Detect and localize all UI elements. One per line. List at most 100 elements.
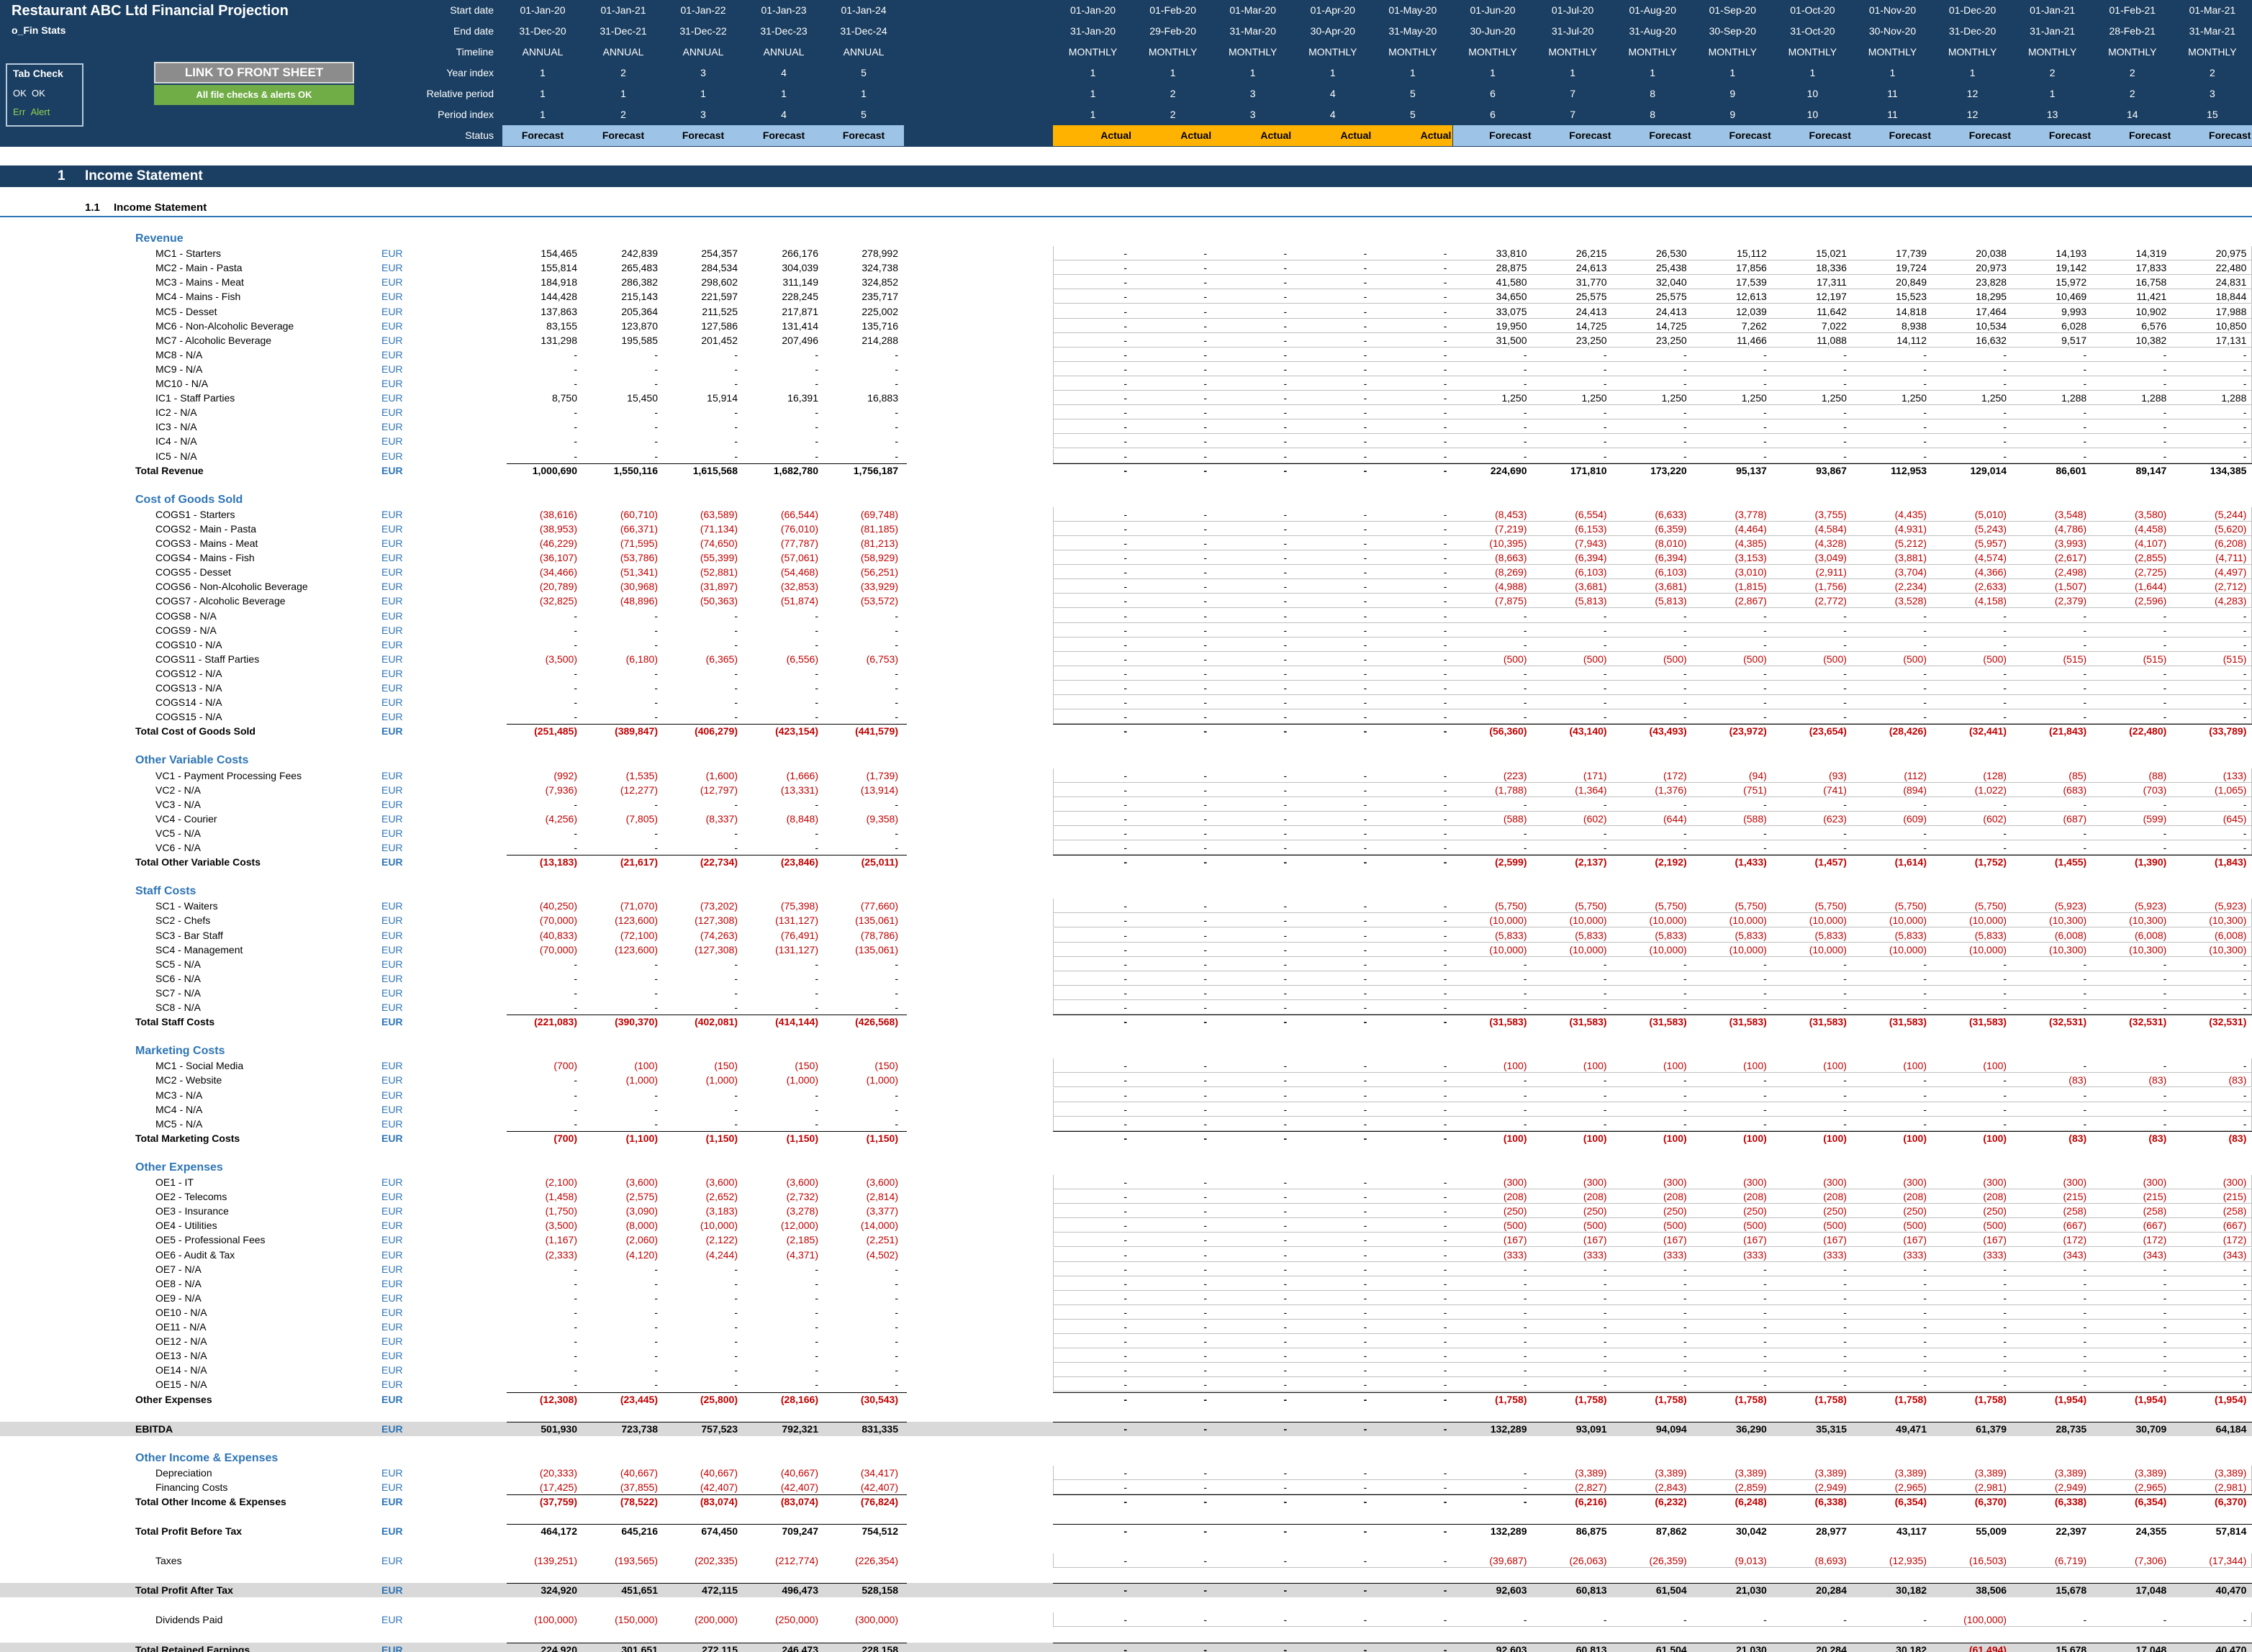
- monthly-value[interactable]: 36,290: [1735, 1422, 1767, 1435]
- monthly-value[interactable]: (5,750): [1894, 900, 1927, 912]
- annual-value[interactable]: (55,399): [700, 552, 738, 564]
- monthly-value[interactable]: -: [2243, 1364, 2247, 1376]
- annual-value[interactable]: -: [734, 638, 738, 650]
- monthly-value[interactable]: 171,810: [1570, 464, 1607, 476]
- monthly-value[interactable]: (1,433): [1735, 856, 1767, 868]
- annual-value[interactable]: -: [815, 450, 818, 462]
- monthly-value[interactable]: (10,000): [1889, 943, 1927, 956]
- monthly-value[interactable]: 10,850: [2215, 319, 2247, 332]
- annual-value[interactable]: (72,100): [620, 929, 658, 941]
- monthly-value[interactable]: -: [1363, 711, 1367, 723]
- monthly-value[interactable]: -: [2083, 696, 2087, 709]
- monthly-value[interactable]: -: [1283, 1614, 1288, 1626]
- monthly-value[interactable]: 18,844: [2215, 291, 2247, 303]
- monthly-value[interactable]: 17,539: [1735, 276, 1767, 289]
- monthly-value[interactable]: -: [1523, 435, 1527, 448]
- annual-value[interactable]: -: [815, 609, 818, 622]
- monthly-value[interactable]: 24,831: [2215, 276, 2247, 289]
- annual-value[interactable]: -: [734, 986, 738, 999]
- monthly-value[interactable]: -: [1443, 1089, 1447, 1101]
- monthly-value[interactable]: (3,049): [1814, 552, 1847, 564]
- monthly-value[interactable]: (588): [1743, 812, 1767, 825]
- monthly-value[interactable]: -: [1363, 319, 1367, 332]
- monthly-value[interactable]: (3,681): [1575, 581, 1607, 593]
- monthly-value[interactable]: -: [2243, 1117, 2247, 1130]
- monthly-value[interactable]: (300): [1743, 1176, 1767, 1188]
- monthly-value[interactable]: (26,063): [1569, 1555, 1607, 1567]
- monthly-value[interactable]: (4,328): [1814, 537, 1847, 549]
- monthly-value[interactable]: -: [1843, 1002, 1847, 1013]
- monthly-value[interactable]: (23,654): [1809, 725, 1847, 738]
- monthly-value[interactable]: -: [2003, 986, 2007, 999]
- annual-value[interactable]: (150,000): [615, 1614, 658, 1626]
- monthly-value[interactable]: 9,993: [2061, 305, 2087, 317]
- monthly-value[interactable]: (333): [1743, 1248, 1767, 1261]
- monthly-value[interactable]: (667): [2143, 1220, 2167, 1232]
- monthly-value[interactable]: 28,735: [2056, 1422, 2087, 1435]
- annual-value[interactable]: -: [815, 378, 818, 389]
- monthly-value[interactable]: -: [2083, 827, 2087, 839]
- monthly-value[interactable]: -: [1203, 769, 1208, 781]
- monthly-value[interactable]: -: [2243, 407, 2247, 419]
- monthly-value[interactable]: -: [1363, 363, 1367, 375]
- monthly-value[interactable]: -: [1363, 1481, 1367, 1493]
- monthly-value[interactable]: -: [1203, 392, 1208, 404]
- monthly-value[interactable]: -: [1843, 1335, 1847, 1348]
- monthly-value[interactable]: (4,435): [1894, 508, 1927, 520]
- monthly-value[interactable]: -: [1203, 1002, 1208, 1013]
- monthly-value[interactable]: -: [1843, 421, 1847, 433]
- monthly-value[interactable]: -: [1443, 914, 1447, 927]
- monthly-value[interactable]: -: [1203, 986, 1208, 999]
- annual-value[interactable]: 207,496: [782, 334, 818, 346]
- annual-value[interactable]: -: [654, 1364, 658, 1376]
- annual-value[interactable]: (20,333): [539, 1466, 577, 1479]
- monthly-value[interactable]: -: [1763, 1335, 1767, 1348]
- monthly-value[interactable]: (208): [1823, 1191, 1847, 1203]
- monthly-value[interactable]: -: [1203, 1191, 1208, 1203]
- monthly-value[interactable]: -: [1363, 1234, 1367, 1246]
- monthly-value[interactable]: -: [1363, 1191, 1367, 1203]
- monthly-value[interactable]: -: [2243, 1379, 2247, 1391]
- annual-value[interactable]: (131,127): [775, 914, 818, 927]
- annual-value[interactable]: 464,172: [541, 1525, 577, 1538]
- annual-value[interactable]: (441,579): [855, 725, 898, 738]
- monthly-value[interactable]: -: [1363, 1335, 1367, 1348]
- monthly-value[interactable]: -: [1523, 1089, 1527, 1101]
- monthly-value[interactable]: 224,690: [1490, 464, 1527, 476]
- monthly-value[interactable]: (5,750): [1495, 900, 1527, 912]
- monthly-value[interactable]: -: [1923, 1089, 1927, 1101]
- monthly-value[interactable]: (10,000): [1649, 914, 1687, 927]
- monthly-value[interactable]: -: [1683, 667, 1687, 679]
- monthly-value[interactable]: -: [1843, 450, 1847, 462]
- monthly-value[interactable]: -: [2003, 421, 2007, 433]
- monthly-value[interactable]: -: [1363, 1321, 1367, 1333]
- annual-value[interactable]: -: [734, 421, 738, 433]
- monthly-value[interactable]: (31,583): [1729, 1016, 1767, 1028]
- monthly-value[interactable]: -: [2003, 711, 2007, 723]
- monthly-value[interactable]: (8,453): [1495, 508, 1527, 520]
- monthly-value[interactable]: 49,471: [1896, 1422, 1927, 1435]
- monthly-value[interactable]: -: [1523, 1002, 1527, 1013]
- annual-value[interactable]: 205,364: [621, 305, 658, 317]
- monthly-value[interactable]: -: [1923, 363, 1927, 375]
- monthly-value[interactable]: -: [1283, 914, 1288, 927]
- annual-value[interactable]: (700): [553, 1132, 577, 1144]
- monthly-value[interactable]: -: [1283, 653, 1288, 665]
- monthly-value[interactable]: -: [1363, 464, 1367, 476]
- monthly-value[interactable]: -: [1203, 334, 1208, 346]
- monthly-value[interactable]: -: [1603, 435, 1607, 448]
- annual-value[interactable]: 311,149: [782, 276, 818, 289]
- monthly-value[interactable]: -: [1923, 1364, 1927, 1376]
- monthly-value[interactable]: (10,300): [2129, 943, 2167, 956]
- monthly-value[interactable]: -: [1603, 1321, 1607, 1333]
- monthly-value[interactable]: -: [1843, 407, 1847, 419]
- annual-value[interactable]: (2,185): [786, 1234, 818, 1246]
- monthly-value[interactable]: -: [1203, 696, 1208, 709]
- annual-value[interactable]: (12,308): [539, 1393, 577, 1405]
- monthly-value[interactable]: -: [1763, 711, 1767, 723]
- annual-value[interactable]: (426,568): [855, 1016, 898, 1028]
- monthly-value[interactable]: -: [1523, 1466, 1527, 1479]
- monthly-value[interactable]: -: [2243, 842, 2247, 853]
- monthly-value[interactable]: -: [1123, 508, 1127, 520]
- monthly-value[interactable]: -: [1443, 1248, 1447, 1261]
